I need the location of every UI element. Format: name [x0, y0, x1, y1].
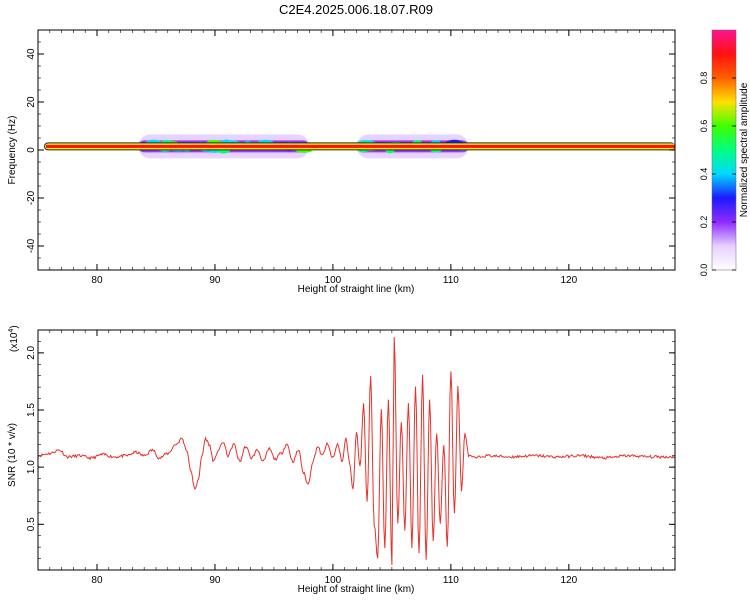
spectrogram-image — [44, 134, 675, 159]
y-tick-label: 0 — [26, 147, 37, 153]
colorbar-tick-label: 0.8 — [699, 72, 709, 85]
x-tick-label: 90 — [209, 575, 221, 586]
colorbar: 0.0 0.2 0.4 0.6 0.8 Normalized spectral ampl… — [699, 29, 750, 277]
spectrogram-x-ticks: 80 90 100 110 120 — [37, 30, 676, 286]
snr-x-label: Height of straight line (km) — [298, 584, 415, 595]
y-tick-label: 2.0 — [26, 345, 37, 359]
snr-y-multiplier: (x104) — [8, 325, 20, 352]
colorbar-swatch — [712, 30, 736, 270]
colorbar-label: Normalized spectral amplitude — [739, 82, 750, 217]
x-tick-label: 80 — [91, 275, 103, 286]
snr-chart: 80 90 100 110 120 2.0 1.5 1.0 0.5 Height of str… — [7, 325, 676, 595]
y-tick-label: -40 — [26, 238, 37, 253]
colorbar-tick-label: 0.4 — [699, 168, 709, 181]
colorbar-tick-label: 0.0 — [699, 264, 709, 277]
y-tick-label: 1.0 — [26, 460, 37, 474]
y-tick-label: 20 — [26, 96, 37, 108]
snr-y-label: SNR (10 * v/v) — [7, 423, 18, 487]
snr-frame — [37, 329, 676, 571]
y-tick-label: 0.5 — [26, 517, 37, 531]
x-tick-label: 80 — [91, 575, 103, 586]
x-tick-label: 120 — [560, 575, 577, 586]
colorbar-ticks: 0.0 0.2 0.4 0.6 0.8 — [699, 72, 736, 277]
y-tick-label: -20 — [26, 190, 37, 205]
y-tick-label: 40 — [26, 48, 37, 60]
snr-y-ticks: 2.0 1.5 1.0 0.5 — [26, 329, 675, 571]
y-tick-label: 1.5 — [26, 403, 37, 417]
colorbar-tick-label: 0.6 — [699, 120, 709, 133]
x-tick-label: 100 — [325, 275, 342, 286]
figure-title: C2E4.2025.006.18.07.R09 — [279, 2, 433, 17]
x-tick-label: 120 — [560, 275, 577, 286]
snr-series-line — [38, 337, 675, 565]
ridge-core — [46, 144, 675, 148]
snr-x-ticks: 80 90 100 110 120 — [37, 330, 676, 586]
colorbar-tick-label: 0.2 — [699, 216, 709, 229]
spectrogram-chart: 80 90 100 110 120 40 20 0 -20 -40 Height of stra… — [7, 29, 676, 295]
x-tick-label: 110 — [443, 275, 459, 286]
x-tick-label: 100 — [325, 575, 342, 586]
spectrogram-y-ticks: 40 20 0 -20 -40 — [26, 29, 675, 271]
colorbar-frame — [711, 29, 737, 271]
x-tick-label: 90 — [209, 275, 221, 286]
x-tick-label: 110 — [443, 575, 459, 586]
spectrogram-x-label: Height of straight line (km) — [298, 284, 415, 295]
spectrogram-y-label: Frequency (Hz) — [7, 116, 18, 185]
